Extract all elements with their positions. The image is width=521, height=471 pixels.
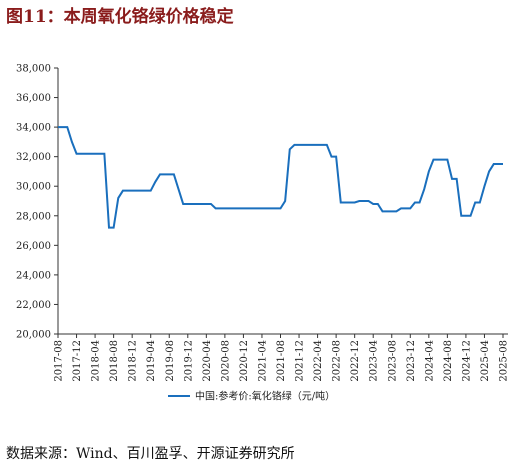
y-tick-label: 28,000 [16, 211, 51, 222]
x-tick-label: 2017-08 [54, 340, 65, 382]
x-tick-label: 2018-04 [91, 340, 102, 382]
y-tick-label: 22,000 [16, 300, 51, 311]
y-tick-label: 30,000 [16, 182, 51, 193]
x-tick-label: 2019-08 [165, 340, 176, 382]
x-tick-label: 2023-08 [387, 340, 398, 382]
x-tick-label: 2022-08 [332, 340, 343, 382]
y-tick-label: 20,000 [16, 330, 51, 341]
x-tick-label: 2021-04 [257, 340, 268, 382]
x-tick-label: 2023-04 [369, 340, 380, 382]
x-tick-label: 2019-12 [183, 340, 194, 382]
x-tick-label: 2025-04 [480, 340, 491, 382]
y-tick-label: 34,000 [16, 123, 51, 134]
x-tick-label: 2020-08 [220, 340, 231, 382]
chart-title: 图11：本周氧化铬绿价格稳定 [6, 6, 234, 27]
x-tick-label: 2022-04 [313, 340, 324, 382]
x-tick-label: 2020-04 [202, 340, 213, 382]
x-tick-label: 2018-12 [128, 340, 139, 382]
x-tick-label: 2024-04 [424, 340, 435, 382]
y-tick-label: 26,000 [16, 241, 51, 252]
x-tick-label: 2017-12 [72, 340, 83, 382]
y-tick-label: 24,000 [16, 270, 51, 281]
x-tick-label: 2018-08 [109, 340, 120, 382]
x-tick-label: 2025-08 [499, 340, 510, 382]
x-tick-label: 2019-04 [146, 340, 157, 382]
x-tick-label: 2024-08 [443, 340, 454, 382]
x-tick-label: 2023-12 [406, 340, 417, 382]
legend-label: 中国:参考价:氧化铬绿（元/吨） [195, 390, 335, 403]
x-tick-label: 2024-12 [461, 340, 472, 382]
y-tick-label: 32,000 [16, 152, 51, 163]
x-tick-label: 2020-12 [239, 340, 250, 382]
x-tick-label: 2022-12 [350, 340, 361, 382]
x-tick-label: 2021-08 [276, 340, 287, 382]
y-tick-label: 38,000 [16, 64, 51, 75]
series-line [58, 126, 503, 229]
y-tick-label: 36,000 [16, 93, 51, 104]
x-tick-label: 2021-12 [295, 340, 306, 382]
source-note: 数据来源：Wind、百川盈孚、开源证券研究所 [6, 446, 295, 462]
